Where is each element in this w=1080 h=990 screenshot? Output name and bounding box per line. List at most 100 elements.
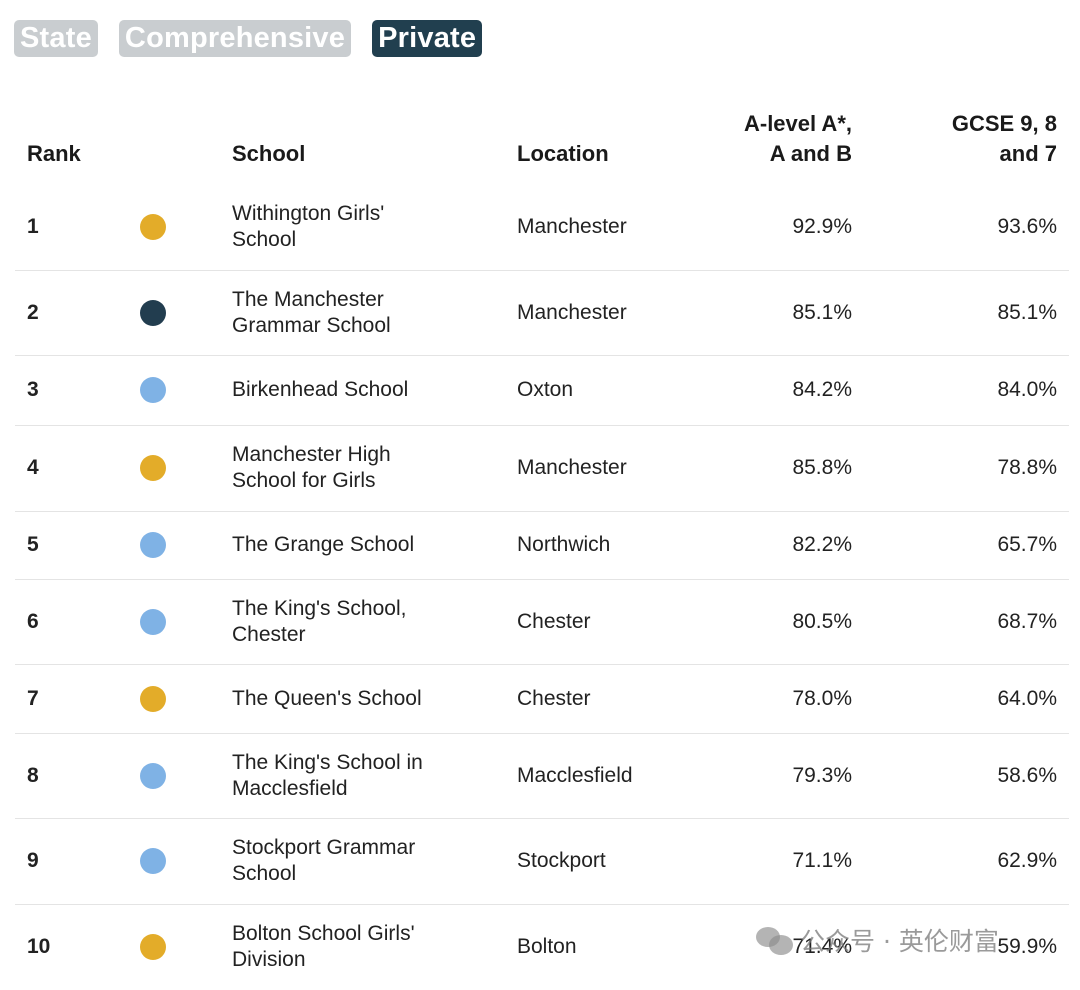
rank-cell: 3	[15, 355, 120, 426]
column-header-school[interactable]: School	[232, 141, 306, 166]
alevel-cell: 71.4%	[792, 935, 852, 959]
school-name-line: Stockport Grammar	[232, 836, 416, 859]
gcse-header-line-2: and 7	[999, 141, 1057, 166]
gcse-cell: 93.6%	[864, 185, 1069, 271]
school-name-line: Grammar School	[232, 313, 391, 337]
school-name-line: Macclesfield	[232, 776, 348, 800]
alevel-cell: 84.2%	[720, 355, 864, 426]
alevel-header-line-2: A and B	[769, 141, 852, 166]
gcse-cell: 59.9%	[997, 935, 1057, 959]
type-cell	[120, 185, 220, 271]
alevel-header-line-1: A-level A*,	[743, 111, 852, 136]
rank-cell: 2	[15, 270, 120, 356]
rank-cell: 6	[15, 579, 120, 665]
school-name-line: The Manchester	[232, 287, 384, 311]
school-cell: Stockport Grammar School	[220, 818, 505, 905]
gcse-cell: 58.6%	[864, 733, 1069, 819]
type-cell	[120, 270, 220, 356]
type-cell	[120, 355, 220, 426]
rank-cell: 10	[27, 935, 51, 959]
school-type-dot-icon	[140, 377, 166, 404]
alevel-cell: 92.9%	[720, 185, 864, 271]
location-cell: Oxton	[505, 355, 720, 426]
table-row[interactable]: 1 Withington Girls' School Manchester 92.9% 9…	[15, 185, 1069, 271]
gcse-cell: 68.7%	[864, 579, 1069, 665]
gcse-cell: 62.9%	[864, 818, 1069, 905]
school-type-filters: State Comprehensive Private	[14, 20, 483, 57]
rank-cell: 7	[15, 664, 120, 734]
rank-cell: 9	[15, 818, 120, 905]
filter-comprehensive-button[interactable]: Comprehensive	[118, 20, 352, 57]
type-cell	[120, 904, 220, 990]
location-cell: Northwich	[505, 511, 720, 580]
school-type-dot-icon	[140, 608, 166, 635]
school-name-line: The King's School in	[232, 750, 423, 774]
column-header-alevel[interactable]: A-level A*, A and B	[720, 100, 864, 185]
column-header-type	[120, 100, 220, 185]
school-cell: The Grange School	[220, 511, 505, 580]
school-type-dot-icon	[140, 762, 166, 789]
gcse-header-line-1: GCSE 9, 8	[951, 111, 1057, 136]
column-header-gcse[interactable]: GCSE 9, 8 and 7	[864, 100, 1069, 185]
school-name-line: School	[232, 228, 297, 252]
school-ranking-table: Rank School Location A-level A*, A and B …	[15, 100, 1069, 990]
type-cell	[120, 818, 220, 905]
rank-cell: 1	[15, 185, 120, 271]
table-row[interactable]: 5 The Grange School Northwich 82.2% 65.7%	[15, 511, 1069, 580]
school-name-line: The Grange School	[232, 533, 415, 556]
type-cell	[120, 511, 220, 580]
table-row[interactable]: 9 Stockport Grammar School Stockport 71.1% 62…	[15, 818, 1069, 905]
table-row[interactable]: 7 The Queen's School Chester 78.0% 64.0%	[15, 664, 1069, 734]
school-name-line: Chester	[232, 622, 306, 646]
school-cell: Bolton School Girls' Division	[220, 904, 505, 990]
rank-cell: 5	[15, 511, 120, 580]
school-name-line: Birkenhead School	[232, 378, 409, 401]
school-type-dot-icon	[140, 848, 166, 875]
school-type-dot-icon	[140, 214, 166, 241]
school-name-line: The Queen's School	[232, 686, 422, 710]
table-row[interactable]: 8 The King's School in Macclesfield Maccles…	[15, 733, 1069, 819]
school-name-line: Withington Girls'	[232, 202, 385, 226]
school-cell: Withington Girls' School	[220, 185, 505, 271]
gcse-cell: 64.0%	[864, 664, 1069, 734]
school-name-line: The King's School,	[232, 596, 407, 620]
school-cell: Birkenhead School	[220, 355, 505, 426]
table-row[interactable]: 3 Birkenhead School Oxton 84.2% 84.0%	[15, 355, 1069, 426]
school-type-dot-icon	[140, 299, 166, 326]
table-row[interactable]: 4 Manchester High School for Girls Manchest…	[15, 425, 1069, 512]
type-cell	[120, 664, 220, 734]
location-cell: Bolton	[517, 935, 577, 959]
alevel-cell: 85.1%	[720, 270, 864, 356]
location-cell: Manchester	[505, 185, 720, 271]
school-name-line: Division	[232, 948, 306, 972]
column-header-rank[interactable]: Rank	[27, 141, 81, 166]
gcse-cell: 85.1%	[864, 270, 1069, 356]
alevel-cell: 82.2%	[720, 511, 864, 580]
school-cell: The Manchester Grammar School	[220, 270, 505, 356]
type-cell	[120, 733, 220, 819]
location-cell: Chester	[505, 579, 720, 665]
location-cell: Macclesfield	[505, 733, 720, 819]
filter-state-button[interactable]: State	[14, 20, 98, 57]
school-type-dot-icon	[140, 934, 166, 961]
school-cell: The King's School in Macclesfield	[220, 733, 505, 819]
gcse-cell: 78.8%	[864, 425, 1069, 512]
school-cell: Manchester High School for Girls	[220, 425, 505, 512]
school-name-line: School for Girls	[232, 469, 376, 492]
school-cell: The Queen's School	[220, 664, 505, 734]
school-cell: The King's School, Chester	[220, 579, 505, 665]
table-row[interactable]: 6 The King's School, Chester Chester 80.5% 68…	[15, 579, 1069, 665]
alevel-cell: 78.0%	[720, 664, 864, 734]
table-row[interactable]: 10 Bolton School Girls' Division Bolton 71.4…	[15, 904, 1069, 990]
column-header-location[interactable]: Location	[517, 141, 609, 166]
school-type-dot-icon	[140, 532, 166, 559]
school-name-line: School	[232, 862, 297, 885]
filter-private-button[interactable]: Private	[372, 20, 483, 57]
rank-cell: 4	[15, 425, 120, 512]
location-cell: Stockport	[505, 818, 720, 905]
alevel-cell: 71.1%	[720, 818, 864, 905]
location-cell: Manchester	[505, 425, 720, 512]
school-type-dot-icon	[140, 685, 166, 712]
table-row[interactable]: 2 The Manchester Grammar School Manchester 8…	[15, 270, 1069, 356]
location-cell: Chester	[505, 664, 720, 734]
